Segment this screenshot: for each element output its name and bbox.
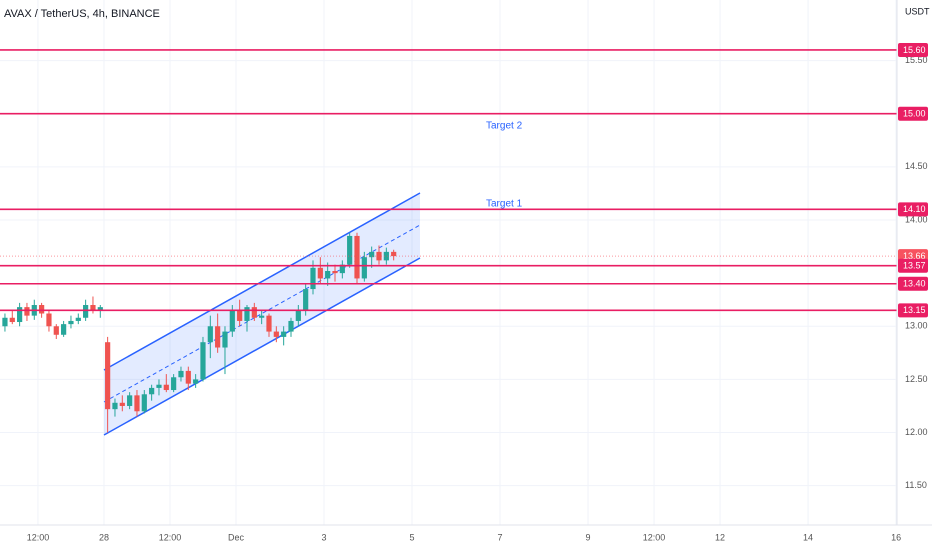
candle-body xyxy=(222,331,228,348)
level-box xyxy=(898,42,928,57)
candle-body xyxy=(215,326,221,348)
candle-body xyxy=(376,251,382,261)
x-tick-label: 28 xyxy=(99,532,109,542)
y-tick-label: 15.50 xyxy=(905,55,928,65)
candle-body xyxy=(237,310,243,321)
channel-lower xyxy=(103,257,421,436)
last-price-label: 13.66 xyxy=(903,251,926,261)
candle-body xyxy=(332,271,338,274)
level-box xyxy=(898,303,928,318)
candle-body xyxy=(105,342,111,410)
channel-middle xyxy=(103,224,421,403)
candle-body xyxy=(156,384,162,388)
candle-body xyxy=(68,320,74,325)
candle-body xyxy=(185,370,191,384)
level-box xyxy=(898,276,928,291)
y-tick-label: 14.50 xyxy=(905,161,928,171)
x-tick-label: 12:00 xyxy=(159,532,182,542)
candle-body xyxy=(39,305,45,314)
level-label: 15.60 xyxy=(903,45,926,55)
candle-body xyxy=(295,310,301,321)
candle-body xyxy=(119,402,125,406)
level-label: 13.57 xyxy=(903,261,926,271)
candle-body xyxy=(171,377,177,391)
candle-body xyxy=(281,331,287,337)
candle-body xyxy=(369,251,375,258)
candle-body xyxy=(163,384,169,391)
candle-body xyxy=(193,379,199,384)
y-tick-label: 13.00 xyxy=(905,321,928,331)
candle-body xyxy=(24,307,30,316)
y-tick-label: 11.50 xyxy=(905,480,927,490)
candle-body xyxy=(97,307,103,311)
x-tick-label: Dec xyxy=(228,532,245,542)
x-tick-label: 16 xyxy=(891,532,901,542)
candle-body xyxy=(354,235,360,279)
channel-upper xyxy=(103,192,421,371)
x-tick-label: 3 xyxy=(321,532,326,542)
x-tick-label: 12 xyxy=(715,532,725,542)
candle-body xyxy=(127,395,133,406)
chart-title: AVAX / TetherUS, 4h, BINANCE xyxy=(4,8,160,20)
candle-body xyxy=(178,370,184,378)
level-label: 14.10 xyxy=(903,204,926,214)
candle-body xyxy=(229,310,235,332)
x-tick-label: 9 xyxy=(586,532,591,542)
candle-body xyxy=(310,267,316,290)
candle-body xyxy=(134,395,140,412)
candle-body xyxy=(244,307,250,321)
candle-body xyxy=(9,317,15,323)
level-label: 13.15 xyxy=(903,305,926,315)
candle-body xyxy=(317,267,323,279)
candle-body xyxy=(17,307,23,323)
level-label: 15.00 xyxy=(903,109,926,119)
candle-body xyxy=(273,331,279,337)
candle-body xyxy=(83,305,89,318)
candle-body xyxy=(53,326,59,335)
candle-body xyxy=(325,271,331,279)
candle-body xyxy=(383,251,389,261)
candle-body xyxy=(46,313,52,327)
candle-body xyxy=(251,307,257,318)
candle-body xyxy=(361,257,367,279)
candle-body xyxy=(259,315,265,318)
x-tick-label: 14 xyxy=(803,532,813,542)
candle-body xyxy=(149,387,155,395)
candle-body xyxy=(90,305,96,311)
x-tick-label: 5 xyxy=(410,532,415,542)
x-tick-label: 12:00 xyxy=(27,532,50,542)
level-label: 13.40 xyxy=(903,279,926,289)
candle-body xyxy=(266,315,272,332)
candle-body xyxy=(207,326,213,343)
candle-body xyxy=(112,402,118,410)
candle-body xyxy=(288,320,294,332)
candle-body xyxy=(141,394,147,412)
candle-body xyxy=(61,324,67,335)
annotation: Target 2 xyxy=(486,121,523,132)
candle-body xyxy=(200,342,206,380)
level-box xyxy=(898,258,928,273)
level-box xyxy=(898,202,928,217)
candle-body xyxy=(2,317,8,327)
candle-body xyxy=(339,264,345,274)
y-unit: USDT xyxy=(905,6,930,16)
x-tick-label: 12:00 xyxy=(643,532,666,542)
x-tick-label: 7 xyxy=(498,532,503,542)
annotation: Target 1 xyxy=(486,199,523,210)
plot xyxy=(0,49,897,433)
y-tick-label: 12.50 xyxy=(905,374,928,384)
y-tick-label: 12.00 xyxy=(905,427,928,437)
candle-body xyxy=(75,317,81,321)
candle-body xyxy=(391,251,397,257)
y-tick-label: 14.00 xyxy=(905,214,928,224)
level-box xyxy=(898,106,928,121)
candle-body xyxy=(303,289,309,311)
candle-body xyxy=(347,235,353,265)
axes: 11.50 12.00 12.50 13.00 14.00 14.50 15.50 12:00… xyxy=(27,42,928,542)
